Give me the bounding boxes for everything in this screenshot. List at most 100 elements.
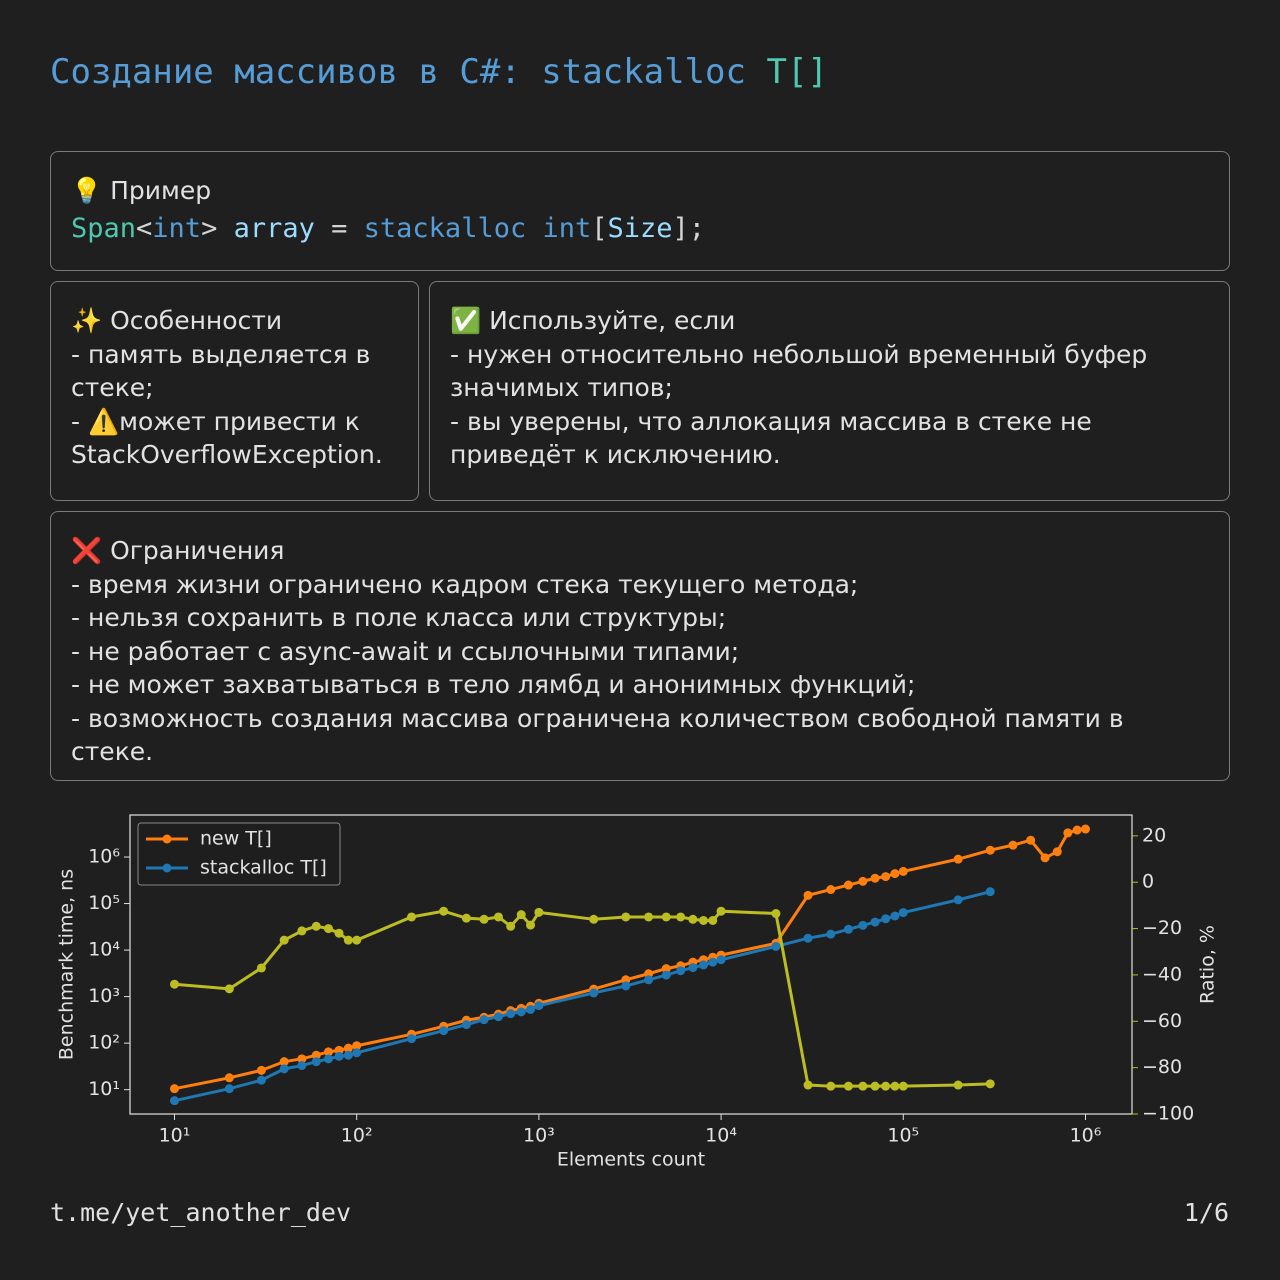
data-point (526, 1004, 536, 1014)
data-point (589, 914, 599, 924)
data-point (343, 1043, 353, 1053)
y-tick-label: 10⁴ (88, 939, 120, 961)
series-line (174, 827, 1086, 1091)
x-tick-label: 10³ (523, 1125, 555, 1147)
y-tick-label: 10¹ (88, 1078, 120, 1100)
data-point (1040, 853, 1050, 863)
data-point (688, 914, 698, 924)
data-point (688, 963, 698, 973)
code-token: Span (71, 212, 137, 244)
y2-tick-label: 0 (1142, 871, 1154, 893)
data-point (297, 1054, 307, 1064)
data-point (985, 1079, 995, 1089)
data-point (843, 1081, 853, 1091)
use-if-heading: ✅ Используйте, если (450, 306, 736, 335)
data-point (1026, 835, 1036, 845)
data-point (1063, 828, 1073, 838)
data-point (843, 880, 853, 890)
data-point (334, 928, 344, 938)
data-point (985, 845, 995, 855)
y2-tick-label: −100 (1142, 1103, 1194, 1125)
data-point (870, 917, 880, 927)
y2-tick-label: 20 (1142, 824, 1166, 846)
code-token: int (152, 212, 202, 244)
code-token: = (314, 212, 364, 244)
data-point (334, 1051, 344, 1061)
data-point (661, 964, 671, 974)
series-line (174, 890, 991, 1103)
data-point (803, 890, 813, 900)
footer-link[interactable]: t.me/yet_another_dev (50, 1198, 352, 1227)
data-point (297, 926, 307, 936)
data-point (323, 1047, 333, 1057)
data-point (506, 921, 516, 931)
data-point (898, 908, 908, 918)
data-point (661, 970, 671, 980)
code-token: > (201, 212, 234, 244)
data-point (352, 1041, 362, 1051)
chart: 10¹ 10² 10³ 10⁴ 10⁵ 10⁶ 10¹ 10² 10³ 10⁴ 10⁵ 10⁶ 20 0 −… (56, 814, 1219, 1171)
data-point (224, 984, 234, 994)
data-point (870, 1081, 880, 1091)
use-if-item: - нужен относительно небольшой временный… (450, 339, 1148, 403)
data-point (771, 941, 781, 951)
use-if-item: - вы уверены, что аллокация массива в ст… (450, 406, 1092, 470)
x-tick-label: 10⁴ (705, 1125, 737, 1147)
y-tick-label: 10³ (88, 985, 120, 1007)
x-tick-label: 10¹ (159, 1125, 191, 1147)
data-point (661, 912, 671, 922)
data-point (890, 869, 900, 879)
page-number: 1/6 (1183, 1198, 1229, 1227)
data-point (169, 1096, 179, 1106)
code-token: int (526, 212, 592, 244)
data-point (311, 1050, 321, 1060)
data-point (343, 935, 353, 945)
y-tick-label: 10² (88, 1032, 120, 1054)
data-point (279, 1064, 289, 1074)
legend-marker (162, 863, 172, 873)
data-point (803, 1080, 813, 1090)
data-point (676, 912, 686, 922)
legend-box (137, 822, 341, 886)
data-point (256, 963, 266, 973)
data-point (224, 1084, 234, 1094)
title-part: Создание массивов в C#: stackalloc (50, 52, 746, 92)
data-point (169, 979, 179, 989)
data-point (826, 885, 836, 895)
data-point (1008, 840, 1018, 850)
data-point (881, 1081, 891, 1091)
limitations-item: - возможность создания массива ограничен… (71, 703, 1124, 767)
y2-tick-label: −20 (1142, 917, 1182, 939)
data-point (439, 906, 449, 916)
x-tick-label: 10² (341, 1125, 373, 1147)
data-point (890, 1081, 900, 1091)
data-point (870, 873, 880, 883)
title-part: T[] (766, 52, 828, 92)
data-point (506, 1009, 516, 1019)
data-point (985, 887, 995, 897)
data-point (881, 914, 891, 924)
limitations-box: ❌ Ограничения - время жизни ограничено к… (50, 511, 1230, 781)
data-point (224, 1073, 234, 1083)
data-point (311, 921, 321, 931)
data-point (323, 1054, 333, 1064)
code-token: ]; (672, 212, 706, 244)
data-point (297, 1061, 307, 1071)
data-point (516, 1007, 526, 1017)
limitations-item: - нельзя сохранить в поле класса или стр… (71, 603, 727, 632)
data-point (311, 1057, 321, 1067)
data-point (279, 1057, 289, 1067)
data-point (644, 912, 654, 922)
title: Создание массивов в C#: stackalloc T[] (50, 52, 828, 92)
data-point (323, 924, 333, 934)
y-tick-label: 10⁶ (88, 846, 120, 868)
limitations-item: - время жизни ограничено кадром стека те… (71, 569, 859, 599)
data-point (644, 975, 654, 985)
y2-tick-label: −40 (1142, 963, 1182, 985)
data-point (352, 935, 362, 945)
data-point (858, 920, 868, 930)
example-heading: 💡 Пример (71, 176, 212, 205)
data-point (516, 910, 526, 920)
data-point (479, 1015, 489, 1025)
